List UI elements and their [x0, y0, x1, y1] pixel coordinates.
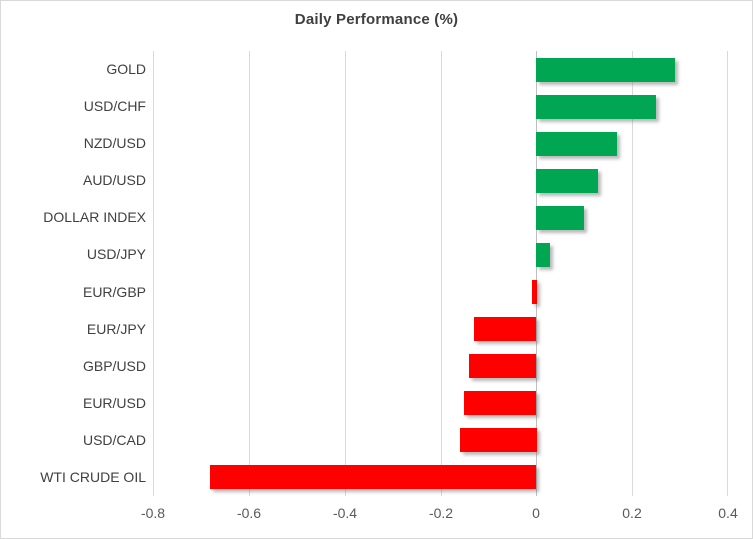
x-tick-label: 0: [532, 505, 540, 521]
gridline: [632, 51, 633, 496]
category-label: EUR/USD: [82, 395, 146, 411]
category-label: WTI CRUDE OIL: [40, 469, 146, 485]
value-axis-labels: -0.8 -0.6 -0.4 -0.2 0 0.2 0.4: [1, 505, 752, 525]
category-label: NZD/USD: [83, 135, 146, 151]
category-label: GBP/USD: [82, 358, 146, 374]
x-tick-label: -0.4: [332, 505, 358, 521]
bar-usd-cad: [460, 428, 537, 452]
x-tick-label: 0.4: [718, 505, 738, 521]
bar-eur-gbp: [532, 280, 537, 304]
gridline: [727, 51, 728, 496]
bar-gold: [536, 58, 675, 82]
bar-aud-usd: [536, 169, 598, 193]
x-tick-label: -0.2: [428, 505, 454, 521]
plot-area: [153, 51, 728, 496]
category-axis-labels: GOLD USD/CHF NZD/USD AUD/USD DOLLAR INDEX USD…: [1, 51, 146, 496]
category-label: DOLLAR INDEX: [43, 209, 146, 225]
bar-eur-jpy: [474, 317, 536, 341]
zero-axis-line: [536, 51, 537, 496]
gridline: [249, 51, 250, 496]
x-tick-label: -0.6: [236, 505, 262, 521]
category-label: USD/JPY: [86, 246, 146, 262]
bar-usd-chf: [536, 95, 656, 119]
bar-usd-jpy: [536, 243, 550, 267]
x-tick-label: 0.2: [622, 505, 642, 521]
gridline: [441, 51, 442, 496]
gridline: [345, 51, 346, 496]
chart-title: Daily Performance (%): [294, 11, 459, 28]
category-label: USD/CAD: [82, 432, 146, 448]
x-tick-label: -0.8: [140, 505, 166, 521]
category-label: AUD/USD: [82, 172, 146, 188]
category-label: EUR/JPY: [86, 321, 146, 337]
bar-wti-crude-oil: [210, 465, 536, 489]
gridline: [153, 51, 154, 496]
bar-gbp-usd: [469, 354, 536, 378]
category-label: EUR/GBP: [82, 284, 146, 300]
category-label: GOLD: [106, 61, 146, 77]
bar-eur-usd: [464, 391, 536, 415]
category-label: USD/CHF: [83, 98, 146, 114]
bar-dollar-index: [536, 206, 584, 230]
bar-nzd-usd: [536, 132, 617, 156]
